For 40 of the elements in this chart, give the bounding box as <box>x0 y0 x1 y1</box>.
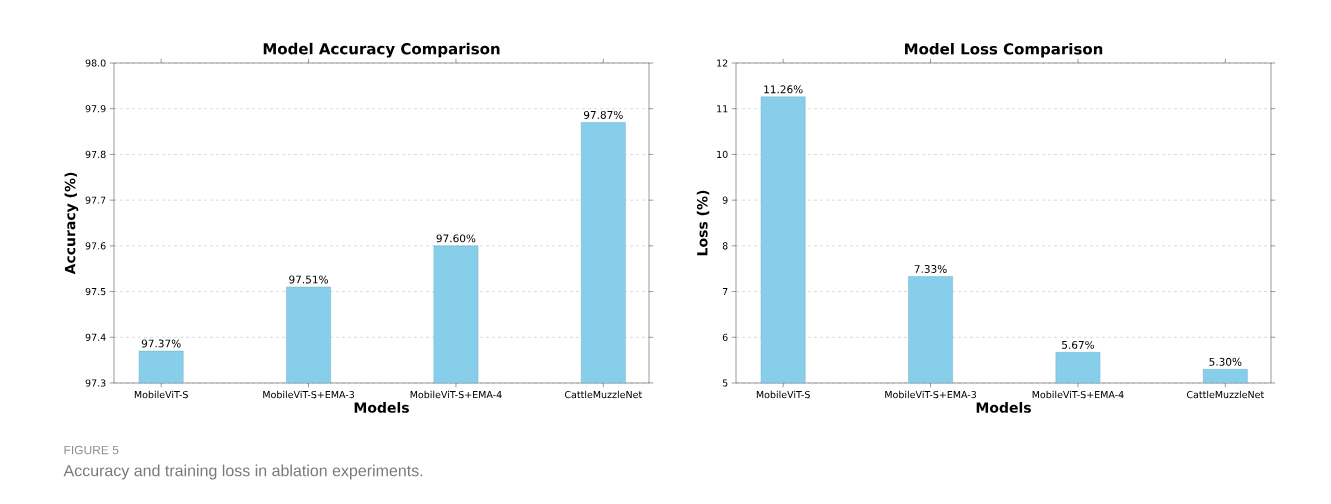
x-tick-label: MobileViT-S+EMA-3 <box>263 390 355 399</box>
x-tick-label: CattleMuzzleNet <box>564 390 642 399</box>
data-label: 97.87% <box>583 110 623 119</box>
data-label: 7.33% <box>914 265 947 273</box>
y-tick-label: 11 <box>717 105 728 113</box>
data-label: 5.67% <box>1062 340 1095 349</box>
y-tick-label: 5 <box>722 379 728 387</box>
y-axis-title: Loss (%) <box>696 190 710 256</box>
y-axis-title: Accuracy (%) <box>64 172 79 275</box>
data-label: 97.51% <box>289 275 328 284</box>
x-tick-label: MobileViT-S+EMA-4 <box>410 390 502 399</box>
chart-title: Model Loss Comparison <box>905 42 1103 58</box>
y-tick-label: 97.3 <box>85 379 106 387</box>
data-label: 11.26% <box>764 85 803 94</box>
x-tick-label: CattleMuzzleNet <box>1186 390 1264 399</box>
data-label: 97.37% <box>141 339 181 348</box>
data-label: 5.30% <box>1209 357 1242 366</box>
y-tick-label: 97.9 <box>85 105 106 113</box>
y-tick-label: 7 <box>722 288 728 296</box>
y-tick-label: 98.0 <box>85 59 106 67</box>
y-tick-label: 97.8 <box>85 150 106 159</box>
y-tick-label: 97.6 <box>85 242 106 250</box>
y-tick-label: 97.4 <box>85 333 106 341</box>
data-label: 97.60% <box>436 234 476 243</box>
x-tick-label: MobileViT-S <box>134 390 188 399</box>
x-tick-label: MobileViT-S+EMA-4 <box>1032 390 1124 399</box>
y-tick-label: 8 <box>722 242 728 250</box>
x-axis-title: Models <box>354 402 409 413</box>
caption: FIGURE 5 <box>64 445 119 455</box>
y-tick-label: 6 <box>722 333 728 341</box>
x-tick-label: MobileViT-S+EMA-3 <box>885 390 977 399</box>
x-tick-label: MobileViT-S <box>756 390 810 399</box>
text: Accuracy and training loss in ablation experiments. <box>63 464 423 480</box>
y-tick-label: 12 <box>717 59 728 67</box>
y-tick-label: 97.5 <box>85 287 106 296</box>
y-tick-label: 9 <box>722 196 728 204</box>
chart-title: Model Accuracy Comparison <box>263 42 500 58</box>
y-tick-label: 10 <box>717 150 728 159</box>
x-axis-title: Models <box>976 402 1031 413</box>
y-tick-label: 97.7 <box>85 196 106 204</box>
